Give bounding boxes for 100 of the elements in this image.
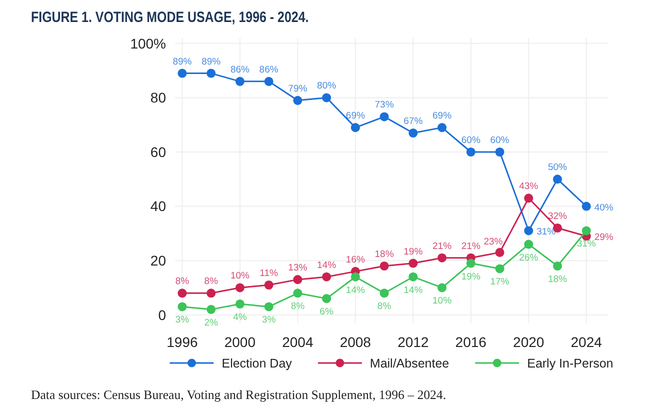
point [552,174,562,184]
data-label: 23% [484,236,504,248]
y-tick-label: 20 [150,252,166,268]
point [206,304,216,314]
data-label: 73% [374,100,394,111]
data-label: 60% [461,135,481,146]
data-label: 2% [204,317,218,328]
y-tick-label: 100% [130,35,166,52]
data-label: 31% [576,238,596,250]
data-label: 11% [260,268,279,279]
x-tick-label: 2024 [570,334,602,350]
point [438,283,447,292]
point [495,248,504,257]
y-tick-label: 40 [150,198,166,214]
point [264,302,274,312]
data-label: 89% [172,56,192,68]
data-label: 13% [288,262,308,274]
point [408,128,418,138]
point [178,288,187,298]
chart-title: FIGURE 1. VOTING MODE USAGE, 1996 - 2024. [31,8,309,26]
data-label: 17% [490,276,510,288]
data-label: 18% [374,249,394,260]
point [235,299,244,309]
legend-label: Election Day [222,356,293,370]
data-label: 14% [317,260,337,271]
point [466,258,476,268]
point [495,264,504,274]
data-label: 29% [594,232,614,244]
point [524,226,534,236]
data-label: 19% [461,271,481,282]
data-label: 3% [175,314,190,326]
x-tick-label: 2000 [224,334,256,350]
point [264,280,274,290]
data-label: 80% [317,80,337,92]
point [178,302,187,312]
point [524,194,534,203]
point [582,226,591,236]
data-label: 19% [404,246,424,258]
data-label: 60% [490,135,510,146]
data-label: 10% [432,296,452,307]
point [322,93,332,102]
data-label: 43% [519,181,539,192]
point [350,272,360,282]
data-label: 8% [204,276,218,288]
point [524,240,534,249]
data-label: 3% [262,314,276,326]
y-tick-label: 60 [150,144,166,160]
data-label: 67% [404,116,424,127]
data-label: 69% [432,110,452,122]
data-label: 86% [259,64,279,76]
point [235,76,244,86]
point [380,112,389,122]
data-label: 14% [346,284,366,296]
data-label: 31% [536,226,556,238]
data-label: 79% [288,83,308,94]
data-label: 32% [548,211,568,222]
point [206,288,216,298]
x-tick-label: 2012 [398,334,429,350]
y-tick-label: 80 [150,90,166,106]
point [438,253,447,262]
x-tick-label: 2008 [340,334,372,350]
data-label: 14% [404,284,424,296]
point [322,272,332,282]
data-label: 50% [548,162,568,174]
point [293,275,302,284]
point [582,202,591,211]
point [178,68,187,78]
data-label: 18% [548,274,568,285]
point [350,123,360,132]
data-label: 8% [377,301,392,312]
data-label: 69% [346,110,366,122]
data-label: 6% [320,306,334,318]
text: Data sources: Census Bureau, Voting and Registration Supplement, 1996 – 2024. [31,388,446,402]
point [235,283,244,292]
point [408,272,418,282]
x-tick-label: 2004 [282,334,314,350]
data-label: 40% [594,202,614,214]
point [380,261,389,271]
point [293,96,302,105]
point [438,123,447,132]
data-label: 21% [461,240,481,252]
y-tick-label: 0 [158,306,166,323]
data-label: 8% [290,301,306,312]
point [408,258,418,268]
legend-label: Early In-Person [527,356,614,370]
point [466,147,476,157]
point [495,147,504,157]
data-label: 8% [175,276,190,288]
legend-label: Mail/Absentee [370,356,450,370]
point [264,76,274,86]
data-label: 10% [230,270,250,282]
data-label: 89% [202,56,222,68]
data-label: 86% [230,64,250,76]
data-label: 21% [432,240,452,252]
data-label: 26% [519,252,539,264]
point [380,288,389,298]
point [206,68,216,78]
data-label: 16% [346,254,366,266]
point [322,294,332,304]
x-tick-label: 1996 [166,334,198,350]
